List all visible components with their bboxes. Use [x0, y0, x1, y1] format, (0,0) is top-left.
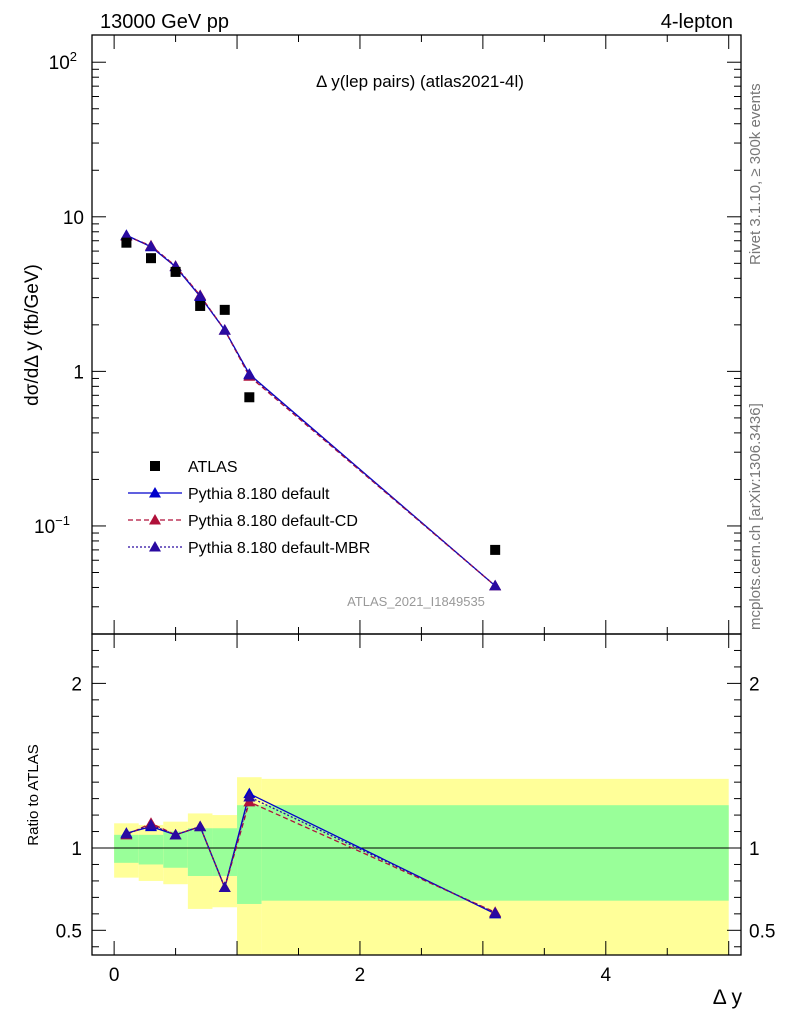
uncertainty-band-inner: [261, 805, 729, 901]
legend-marker: [149, 514, 161, 525]
ratio-y-axis-label: Ratio to ATLAS: [25, 744, 42, 845]
y-axis-label: dσ/dΔ y (fb/GeV): [22, 264, 43, 406]
mc-point: [489, 579, 502, 591]
data-point: [219, 304, 230, 315]
data-point: [490, 544, 501, 555]
data-point: [121, 237, 132, 248]
data-point: [244, 392, 255, 403]
ratio-point: [169, 828, 182, 840]
mc-point: [120, 229, 133, 241]
ratio-y-tick-label: 0.5: [749, 921, 775, 942]
ratio-y-tick-label: 0.5: [56, 921, 82, 942]
mc-line: [126, 235, 496, 587]
y-tick-label: 102: [49, 49, 77, 74]
mc-line: [126, 234, 496, 587]
mc-point: [145, 240, 157, 251]
legend-label: ATLAS: [188, 459, 238, 476]
ratio-point: [145, 818, 157, 830]
uncertainty-band-inner: [138, 834, 164, 865]
legend-marker: [149, 541, 161, 552]
mcplots-label: mcplots.cern.ch [arXiv:1306.3436]: [747, 403, 764, 630]
x-tick-label: 2: [355, 965, 366, 986]
y-tick-exponent: 2: [70, 49, 77, 64]
y-tick-label: 1: [73, 362, 84, 383]
x-axis-label: Δ y: [713, 986, 743, 1009]
legend: ATLAS Pythia 8.180 default Pythia 8.180 de…: [128, 459, 370, 557]
main-panel: 10−1 1 10 102: [34, 34, 742, 635]
uncertainty-band-inner: [237, 805, 262, 904]
mc-line: [126, 235, 496, 587]
ratio-y-tick-label: 2: [749, 674, 760, 695]
data-point: [170, 266, 181, 277]
legend-label: Pythia 8.180 default-CD: [188, 513, 358, 530]
legend-label: Pythia 8.180 default: [188, 486, 330, 503]
analysis-watermark: ATLAS_2021_I1849535: [347, 594, 485, 609]
ratio-point: [243, 790, 256, 802]
uncertainty-band-inner: [187, 828, 213, 876]
ratio-y-tick-label: 1: [71, 839, 82, 860]
mc-point: [218, 324, 231, 335]
ratio-y-tick-label: 2: [71, 674, 82, 695]
legend-marker: [149, 487, 161, 498]
ratio-panel: 0 2 4 0.5 0.5 1 1 2 2: [56, 633, 775, 986]
uncertainty-band-inner: [114, 834, 139, 863]
x-tick-label: 4: [601, 965, 612, 986]
mc-point: [194, 289, 207, 301]
y-tick-label: 10−1: [34, 513, 70, 538]
ratio-point: [489, 907, 502, 918]
y-tick-label: 10: [63, 208, 84, 229]
data-point: [195, 300, 206, 311]
ratio-y-tick-label: 1: [749, 839, 760, 860]
legend-label: Pythia 8.180 default-MBR: [188, 540, 370, 557]
mc-point: [243, 368, 256, 380]
data-point: [146, 253, 156, 264]
legend-marker-data: [150, 461, 160, 471]
ratio-point: [218, 881, 231, 893]
ratio-point: [120, 828, 133, 839]
ratio-frame: [91, 633, 742, 956]
header-left: 13000 GeV pp: [100, 11, 229, 33]
header-right: 4-lepton: [661, 11, 733, 33]
rivet-label: Rivet 3.1.10, ≥ 300k events: [747, 83, 764, 265]
y-tick-exponent: −1: [55, 513, 70, 528]
main-title: Δ y(lep pairs) (atlas2021-4l): [316, 72, 524, 91]
x-tick-label: 0: [109, 965, 120, 986]
ratio-point: [194, 820, 207, 832]
